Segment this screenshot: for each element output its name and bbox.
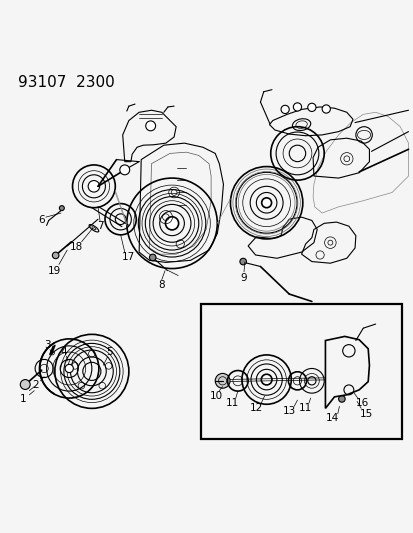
Circle shape	[307, 103, 315, 111]
Circle shape	[338, 395, 344, 402]
Text: 11: 11	[225, 398, 239, 408]
Text: 93107  2300: 93107 2300	[18, 75, 114, 90]
Circle shape	[20, 379, 30, 390]
Polygon shape	[325, 336, 368, 408]
Text: 11: 11	[298, 403, 311, 414]
Circle shape	[321, 105, 330, 113]
Text: 3: 3	[44, 341, 51, 351]
Bar	[200, 303, 401, 439]
Text: 1: 1	[19, 394, 26, 404]
Circle shape	[261, 198, 271, 208]
Circle shape	[119, 165, 129, 175]
Text: 17: 17	[122, 252, 135, 262]
Circle shape	[65, 365, 73, 373]
Text: 9: 9	[240, 272, 247, 282]
Text: 18: 18	[69, 242, 83, 252]
Text: 14: 14	[325, 413, 338, 423]
Text: 10: 10	[209, 391, 222, 401]
Text: 7: 7	[97, 221, 103, 231]
Text: 2: 2	[32, 380, 38, 390]
Text: 16: 16	[355, 398, 368, 408]
Text: 13: 13	[282, 406, 295, 416]
Circle shape	[165, 217, 178, 230]
Circle shape	[261, 374, 271, 385]
Text: 12: 12	[249, 403, 262, 414]
Circle shape	[280, 106, 289, 114]
Text: 6: 6	[38, 215, 45, 225]
Text: 8: 8	[158, 280, 165, 290]
Circle shape	[239, 259, 246, 265]
Text: 15: 15	[359, 409, 372, 419]
Text: 5: 5	[106, 347, 112, 357]
Circle shape	[149, 254, 156, 261]
Text: 4: 4	[60, 347, 67, 357]
Circle shape	[59, 206, 64, 211]
Circle shape	[215, 374, 230, 388]
Circle shape	[88, 181, 100, 192]
Text: 19: 19	[48, 265, 61, 276]
Circle shape	[293, 103, 301, 111]
Circle shape	[145, 121, 155, 131]
Circle shape	[52, 252, 59, 259]
